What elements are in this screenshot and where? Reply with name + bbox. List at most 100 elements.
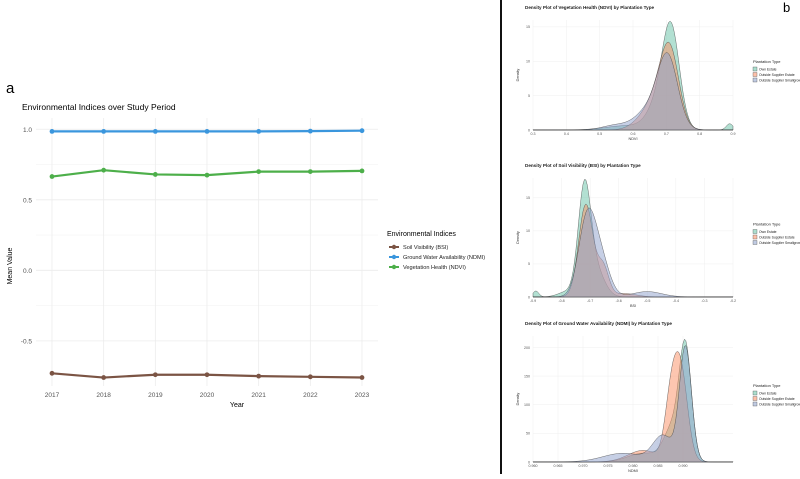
legend-title: Plantation Type bbox=[753, 383, 781, 388]
x-tick-label: -0.8 bbox=[558, 299, 564, 303]
legend-key bbox=[752, 240, 758, 245]
legend-label: Own Estate bbox=[759, 391, 777, 395]
data-point bbox=[256, 129, 262, 134]
legend-key bbox=[752, 390, 758, 396]
y-tick-label: 0 bbox=[528, 128, 530, 132]
y-axis-label: Mean Value bbox=[7, 247, 14, 284]
panel-b: b Density Plot of Vegetation Health (NDV… bbox=[503, 0, 800, 474]
legend-title: Environmental Indices bbox=[387, 231, 456, 238]
data-point bbox=[49, 129, 55, 134]
legend-label: Outside Supplier Estate bbox=[759, 73, 795, 77]
y-tick-label: 100 bbox=[524, 403, 530, 407]
legend-label: Outside Supplier Smallgrower bbox=[759, 402, 800, 406]
data-point bbox=[49, 174, 55, 179]
x-tick-label: 2020 bbox=[200, 392, 215, 399]
x-tick-label: 0.985 bbox=[654, 464, 663, 468]
x-axis-label: BSI bbox=[630, 304, 636, 308]
density-plot-1: Density Plot of Vegetation Health (NDVI)… bbox=[516, 5, 800, 141]
x-tick-label: -0.5 bbox=[644, 299, 650, 303]
density-plots: b Density Plot of Vegetation Health (NDV… bbox=[516, 0, 800, 473]
legend-label: Soil Visibility (BSI) bbox=[403, 245, 448, 251]
data-point bbox=[101, 167, 107, 173]
density-area-2 bbox=[532, 52, 734, 131]
legend-key bbox=[752, 77, 758, 83]
legend-title: Plantation Type bbox=[753, 59, 781, 64]
legend-key bbox=[752, 401, 758, 407]
legend-key-dot bbox=[391, 244, 397, 250]
legend-key bbox=[752, 396, 758, 401]
x-tick-label: 0.7 bbox=[664, 132, 669, 136]
data-point bbox=[204, 172, 210, 178]
density-plot-title: Density Plot of Soil Visibility (BSI) by… bbox=[525, 163, 641, 168]
density-area-2 bbox=[532, 345, 734, 463]
legend-label: Outside Supplier Smallgrower bbox=[759, 78, 800, 82]
y-axis-label: Density bbox=[516, 393, 520, 406]
y-axis-label: Density bbox=[516, 69, 520, 82]
x-tick-label: 0.965 bbox=[554, 464, 563, 468]
chart-title: Environmental Indices over Study Period bbox=[22, 102, 176, 112]
data-point bbox=[256, 169, 262, 175]
x-axis-label: Year bbox=[230, 402, 245, 409]
x-axis-label: NDMI bbox=[628, 469, 638, 473]
panel-a: a Environmental Indices over Study Perio… bbox=[6, 80, 485, 409]
y-tick-label: 10 bbox=[526, 60, 530, 64]
x-tick-label: 2023 bbox=[355, 392, 370, 399]
data-point bbox=[359, 168, 365, 174]
data-point bbox=[204, 129, 210, 134]
density-area-2 bbox=[532, 207, 734, 298]
x-tick-label: -0.6 bbox=[616, 299, 622, 303]
legend-title: Plantation Type bbox=[753, 222, 781, 227]
line-chart: a Environmental Indices over Study Perio… bbox=[6, 80, 485, 409]
data-point bbox=[204, 372, 210, 378]
legend-key-dot bbox=[391, 264, 397, 270]
x-tick-label: -0.9 bbox=[530, 299, 536, 303]
legend-label: Ground Water Availability (NDMI) bbox=[403, 255, 485, 261]
legend-key bbox=[752, 72, 758, 77]
y-tick-label: -0.5 bbox=[21, 338, 33, 345]
legend-label: Outside Supplier Smallgrower bbox=[759, 241, 800, 245]
x-tick-label: -0.7 bbox=[587, 299, 593, 303]
x-tick-label: 0.6 bbox=[631, 132, 636, 136]
legend-label: Own Estate bbox=[759, 67, 777, 71]
data-point bbox=[101, 129, 107, 134]
x-tick-label: 2022 bbox=[303, 392, 318, 399]
y-tick-label: 0.0 bbox=[23, 268, 32, 275]
x-tick-label: 2018 bbox=[96, 392, 111, 399]
y-tick-label: 15 bbox=[526, 196, 530, 200]
legend-key bbox=[752, 229, 758, 234]
legend-label: Outside Supplier Estate bbox=[759, 235, 795, 239]
x-tick-label: 0.4 bbox=[564, 132, 569, 136]
data-point bbox=[307, 374, 313, 380]
y-tick-label: 150 bbox=[524, 374, 530, 378]
legend-key-dot bbox=[391, 254, 397, 260]
x-tick-label: 0.990 bbox=[679, 464, 688, 468]
density-plot-2: Density Plot of Soil Visibility (BSI) by… bbox=[516, 163, 800, 308]
legend-key bbox=[752, 66, 758, 72]
y-tick-label: 15 bbox=[526, 25, 530, 29]
legend-label: Own Estate bbox=[759, 230, 777, 234]
y-tick-label: 0 bbox=[528, 460, 530, 464]
x-tick-label: 2017 bbox=[45, 392, 60, 399]
legend-key bbox=[752, 234, 758, 240]
density-area-1 bbox=[532, 203, 734, 298]
x-tick-label: 0.970 bbox=[579, 464, 588, 468]
panel-label-b: b bbox=[783, 0, 790, 15]
data-point bbox=[307, 169, 313, 175]
x-tick-label: 0.9 bbox=[731, 132, 736, 136]
panel-label-a: a bbox=[6, 80, 15, 97]
density-area-0 bbox=[532, 179, 734, 298]
data-point bbox=[152, 172, 158, 177]
x-tick-label: 0.3 bbox=[531, 132, 536, 136]
x-tick-label: -0.3 bbox=[701, 299, 707, 303]
data-point bbox=[152, 372, 158, 378]
data-point bbox=[307, 128, 313, 134]
x-tick-label: 0.980 bbox=[629, 464, 638, 468]
y-tick-label: 10 bbox=[526, 229, 530, 233]
data-point bbox=[152, 129, 158, 134]
legend-label: Vegetation Health (NDVI) bbox=[403, 265, 466, 271]
panel-divider bbox=[500, 0, 502, 474]
density-plot-3: Density Plot of Ground Water Availabilit… bbox=[516, 321, 800, 473]
y-axis-label: Density bbox=[516, 231, 520, 244]
y-tick-label: 1.0 bbox=[23, 127, 32, 134]
density-plot-title: Density Plot of Vegetation Health (NDVI)… bbox=[525, 5, 655, 10]
